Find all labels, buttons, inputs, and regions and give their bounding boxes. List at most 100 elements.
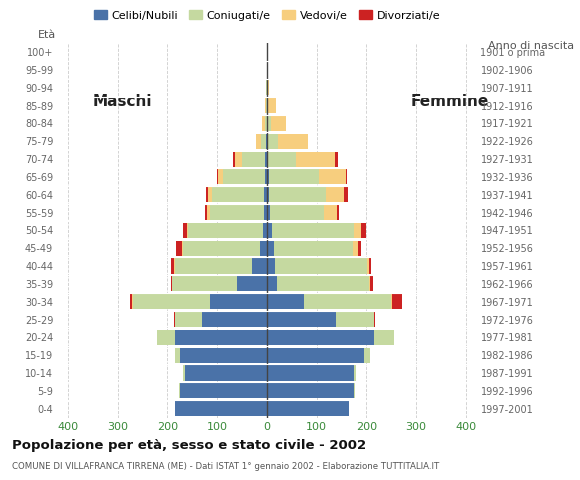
Bar — [354, 223, 361, 238]
Bar — [267, 348, 364, 363]
Bar — [179, 383, 180, 398]
Bar — [183, 223, 187, 238]
Bar — [266, 134, 267, 149]
Bar — [267, 276, 277, 291]
Bar — [237, 276, 267, 291]
Bar — [235, 152, 242, 167]
Text: COMUNE DI VILLAFRANCA TIRRENA (ME) - Dati ISTAT 1° gennaio 2002 - Elaborazione T: COMUNE DI VILLAFRANCA TIRRENA (ME) - Dat… — [12, 462, 439, 471]
Text: Età: Età — [38, 30, 56, 40]
Bar — [223, 169, 265, 184]
Bar — [207, 205, 209, 220]
Bar — [233, 152, 235, 167]
Bar — [180, 348, 267, 363]
Bar — [267, 312, 336, 327]
Bar — [277, 276, 369, 291]
Bar — [304, 294, 391, 309]
Bar — [268, 134, 278, 149]
Bar — [267, 383, 354, 398]
Bar — [354, 365, 356, 381]
Bar — [269, 98, 276, 113]
Bar — [369, 258, 371, 274]
Bar — [174, 312, 175, 327]
Bar — [275, 258, 367, 274]
Bar — [176, 240, 182, 256]
Bar — [354, 383, 355, 398]
Bar — [261, 134, 266, 149]
Bar — [267, 116, 271, 131]
Bar — [264, 187, 267, 203]
Bar — [335, 152, 338, 167]
Bar — [361, 223, 366, 238]
Bar — [157, 330, 175, 345]
Bar — [391, 294, 392, 309]
Bar — [172, 276, 237, 291]
Text: Femmine: Femmine — [411, 94, 489, 109]
Bar — [364, 348, 369, 363]
Bar — [269, 187, 327, 203]
Bar — [171, 258, 174, 274]
Bar — [205, 205, 207, 220]
Bar — [267, 240, 274, 256]
Bar — [269, 169, 319, 184]
Bar — [208, 187, 212, 203]
Bar — [175, 330, 267, 345]
Bar — [175, 258, 252, 274]
Bar — [180, 383, 267, 398]
Bar — [265, 152, 267, 167]
Text: Maschi: Maschi — [93, 94, 153, 109]
Bar — [274, 240, 353, 256]
Bar — [265, 116, 267, 131]
Bar — [188, 223, 263, 238]
Bar — [187, 223, 188, 238]
Bar — [296, 152, 335, 167]
Bar — [324, 205, 337, 220]
Bar — [265, 169, 267, 184]
Bar — [264, 205, 267, 220]
Bar — [133, 294, 209, 309]
Bar — [367, 258, 369, 274]
Bar — [337, 205, 339, 220]
Bar — [267, 152, 269, 167]
Legend: Celibi/Nubili, Coniugati/e, Vedovi/e, Divorziati/e: Celibi/Nubili, Coniugati/e, Vedovi/e, Di… — [89, 6, 444, 25]
Bar — [175, 401, 267, 416]
Bar — [171, 276, 172, 291]
Bar — [369, 276, 370, 291]
Bar — [267, 294, 304, 309]
Bar — [370, 276, 373, 291]
Bar — [185, 365, 267, 381]
Bar — [267, 80, 269, 96]
Bar — [260, 240, 267, 256]
Bar — [182, 240, 183, 256]
Bar — [202, 312, 267, 327]
Text: Popolazione per età, sesso e stato civile - 2002: Popolazione per età, sesso e stato civil… — [12, 439, 366, 452]
Bar — [267, 187, 269, 203]
Bar — [374, 312, 375, 327]
Bar — [183, 365, 185, 381]
Bar — [272, 223, 354, 238]
Bar — [175, 348, 180, 363]
Bar — [327, 187, 344, 203]
Bar — [346, 169, 347, 184]
Bar — [267, 258, 275, 274]
Bar — [242, 152, 265, 167]
Bar — [267, 223, 272, 238]
Bar — [353, 240, 358, 256]
Bar — [263, 223, 267, 238]
Bar — [344, 187, 348, 203]
Bar — [218, 169, 223, 184]
Bar — [129, 294, 132, 309]
Bar — [206, 187, 208, 203]
Bar — [336, 312, 374, 327]
Bar — [358, 240, 361, 256]
Bar — [252, 258, 267, 274]
Bar — [267, 98, 269, 113]
Bar — [183, 240, 260, 256]
Bar — [175, 312, 202, 327]
Bar — [209, 205, 264, 220]
Bar — [267, 330, 374, 345]
Bar — [267, 365, 354, 381]
Bar — [266, 98, 267, 113]
Bar — [174, 258, 175, 274]
Bar — [267, 169, 269, 184]
Bar — [267, 134, 268, 149]
